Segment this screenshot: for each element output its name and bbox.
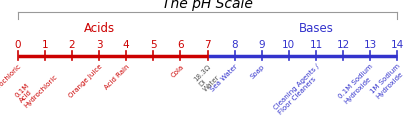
Text: 14: 14 [391,40,404,50]
Text: 8: 8 [231,40,238,50]
Text: 1M Sodium
Hydroxide: 1M Sodium Hydroxide [370,63,406,100]
Text: Cleaning Agents /
Floor Cleaners: Cleaning Agents / Floor Cleaners [272,63,325,116]
Text: 0: 0 [15,40,21,50]
Text: 13: 13 [364,40,377,50]
Text: 5: 5 [150,40,156,50]
Text: 1M Hydrochloric
Acid: 1M Hydrochloric Acid [0,63,27,113]
Text: Acids: Acids [83,22,115,35]
Text: 9: 9 [259,40,265,50]
Text: 0.1M Sodium
Hydroxide: 0.1M Sodium Hydroxide [338,63,379,105]
Text: Soap: Soap [249,63,266,80]
Text: 7: 7 [204,40,211,50]
Text: 6: 6 [177,40,184,50]
Text: 18.3Ω
DI
Water: 18.3Ω DI Water [193,63,222,92]
Text: 2: 2 [68,40,75,50]
Text: 0.1M
Acid
Hydrochloric: 0.1M Acid Hydrochloric [14,63,59,109]
Text: 1: 1 [42,40,48,50]
Text: 12: 12 [337,40,350,50]
Text: Acid Rain: Acid Rain [103,63,130,91]
Text: 11: 11 [309,40,322,50]
Text: Sea Water: Sea Water [210,63,239,93]
Text: Cola: Cola [170,63,185,78]
Text: Bases: Bases [298,22,333,35]
Text: 10: 10 [282,40,295,50]
Text: 4: 4 [123,40,129,50]
Text: The pH Scale: The pH Scale [162,0,253,11]
Text: Orange Juice: Orange Juice [68,63,103,99]
Text: 3: 3 [96,40,103,50]
